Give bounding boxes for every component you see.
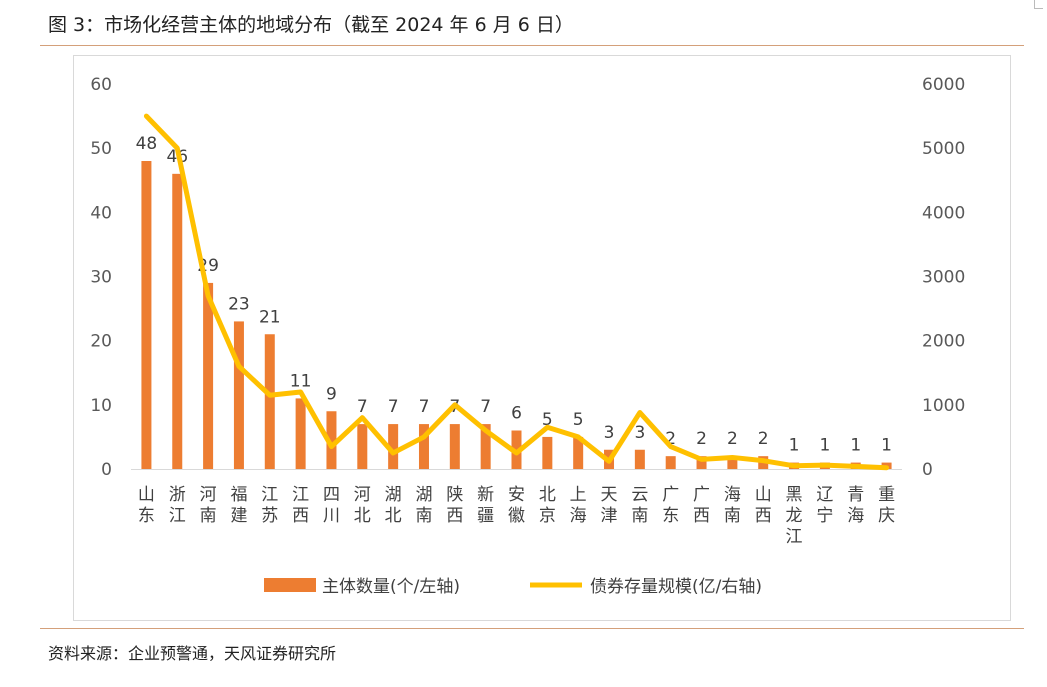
category-label: 云南: [631, 485, 648, 526]
bar: [573, 436, 584, 469]
category-label: 河南: [200, 485, 217, 526]
bar-data-label: 2: [727, 429, 738, 449]
bar-data-label: 21: [259, 307, 281, 327]
corner-mark: [1034, 0, 1043, 9]
category-label: 新疆: [477, 485, 494, 526]
bar: [141, 161, 152, 469]
bar-data-label: 2: [758, 429, 769, 449]
source-note: 资料来源：企业预警通，天风证券研究所: [48, 644, 337, 663]
bar: [634, 449, 645, 469]
bar: [696, 456, 707, 469]
bar-data-label: 7: [480, 397, 491, 417]
bar-data-label: 1: [789, 436, 800, 456]
bar-data-label: 2: [665, 429, 676, 449]
bar-data-label: 9: [326, 384, 337, 404]
bar-data-label: 5: [573, 410, 584, 430]
bar-data-label: 1: [881, 436, 892, 456]
bar-data-label: 3: [604, 423, 615, 443]
line-series-bond-balance: [143, 113, 890, 471]
category-label: 天津: [601, 485, 618, 526]
left-tick-label: 40: [90, 203, 112, 223]
category-label: 辽宁: [816, 485, 833, 526]
source-divider: [40, 628, 1024, 629]
category-label: 黑龙江: [786, 485, 803, 547]
bar: [295, 398, 306, 469]
category-label: 北京: [539, 485, 556, 526]
category-label: 海南: [724, 485, 741, 526]
category-label: 福建: [230, 485, 247, 526]
right-tick-label: 1000: [922, 396, 965, 416]
category-label: 安徽: [508, 485, 525, 526]
left-tick-label: 50: [90, 139, 112, 159]
title-divider: [40, 45, 1024, 46]
category-label: 上海: [570, 485, 587, 526]
category-label: 山西: [755, 485, 772, 526]
chart-frame: [73, 55, 1011, 621]
category-label: 山东: [138, 485, 155, 526]
bar-data-label: 6: [511, 404, 522, 424]
category-label: 广西: [693, 485, 710, 526]
right-tick-label: 5000: [922, 139, 965, 159]
category-label: 河北: [354, 485, 371, 526]
left-tick-label: 10: [90, 396, 112, 416]
left-tick-label: 30: [90, 268, 112, 288]
figure-title: 图 3：市场化经营主体的地域分布（截至 2024 年 6 月 6 日）: [48, 14, 574, 36]
bar: [449, 424, 460, 469]
right-tick-label: 4000: [922, 203, 965, 223]
bar: [480, 424, 491, 469]
left-tick-label: 0: [101, 460, 112, 480]
bar: [418, 424, 429, 469]
bar-data-label: 3: [634, 423, 645, 443]
bar-data-label: 2: [696, 429, 707, 449]
category-label: 青海: [847, 485, 864, 526]
left-tick-label: 60: [90, 75, 112, 95]
bar-data-label: 1: [819, 436, 830, 456]
bar: [357, 424, 368, 469]
bar: [727, 456, 738, 469]
category-label: 陕西: [446, 485, 463, 526]
category-label: 浙江: [169, 485, 186, 526]
bar: [203, 282, 214, 469]
bar-data-label: 5: [542, 410, 553, 430]
category-label: 江苏: [261, 485, 278, 526]
category-label: 湖南: [415, 485, 432, 526]
bar-data-label: 23: [228, 294, 250, 314]
bar: [264, 334, 275, 469]
bar-data-label: 48: [136, 134, 158, 154]
bar: [388, 424, 399, 469]
category-label: 广东: [662, 485, 679, 526]
legend-label-line: 债券存量规模(亿/右轴): [590, 577, 762, 597]
bar: [326, 411, 337, 469]
bar-data-label: 1: [850, 436, 861, 456]
right-tick-label: 0: [922, 460, 933, 480]
right-tick-label: 6000: [922, 75, 965, 95]
category-label: 湖北: [385, 485, 402, 526]
bar-data-label: 7: [388, 397, 399, 417]
right-tick-label: 2000: [922, 332, 965, 352]
category-label: 重庆: [878, 485, 895, 526]
bar: [172, 173, 183, 470]
bar-data-label: 7: [419, 397, 430, 417]
legend-label-bar: 主体数量(个/左轴): [322, 577, 460, 597]
bar: [233, 321, 244, 469]
bar: [542, 436, 553, 469]
left-tick-label: 20: [90, 332, 112, 352]
bar-data-label: 7: [357, 397, 368, 417]
bar: [665, 456, 676, 469]
right-tick-label: 3000: [922, 268, 965, 288]
bar-data-label: 11: [290, 371, 312, 391]
category-label: 江西: [292, 485, 309, 526]
legend-swatch-bar: [264, 578, 316, 592]
category-label: 四川: [323, 485, 340, 526]
